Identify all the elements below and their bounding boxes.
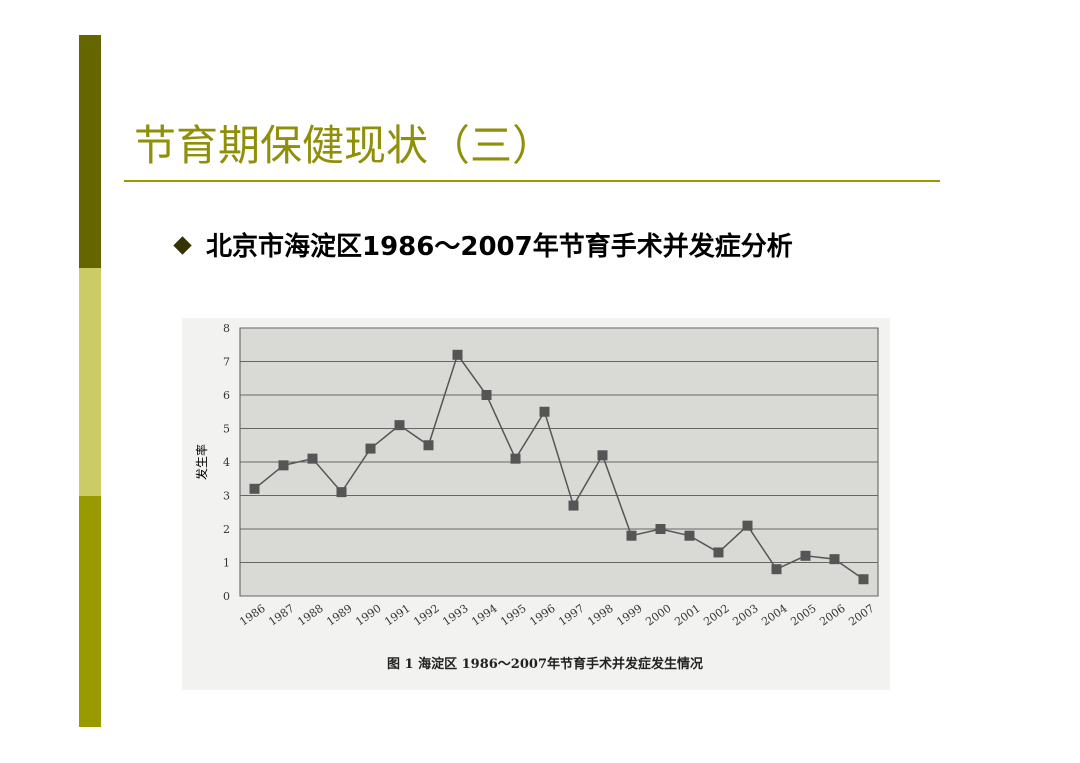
chart-caption: 图 1 海淀区 1986～2007年节育手术并发症发生情况 [387,656,703,672]
side-bar [79,496,101,727]
y-tick-label: 4 [223,456,230,469]
data-point [655,524,666,534]
data-point [626,530,637,541]
y-tick-label: 3 [223,490,230,503]
title-rule [124,180,940,182]
y-tick-label: 1 [223,557,230,570]
data-point [452,349,463,360]
slide-title: 节育期保健现状（三） [134,121,555,170]
y-tick-label: 5 [223,423,230,436]
data-point [365,443,376,454]
bullet-text: 北京市海淀区1986～2007年节育手术并发症分析 [206,232,793,262]
y-tick-label: 0 [223,590,230,603]
data-point [684,530,695,541]
data-point [510,453,521,464]
data-point [249,483,260,494]
data-point [307,453,318,464]
data-point [336,487,347,498]
data-point [597,450,608,461]
data-point [539,406,550,417]
side-bar [79,268,101,496]
y-axis-label: 发生率 [194,444,209,480]
data-line [254,353,864,580]
data-point [394,420,405,431]
data-point [771,564,782,575]
data-point [858,574,869,585]
data-point [742,520,753,531]
y-tick-label: 7 [223,356,230,369]
data-point [481,390,492,400]
y-tick-label: 6 [223,389,230,402]
data-point [423,440,434,451]
data-point [800,550,811,561]
data-point [278,460,289,471]
side-bar [79,35,101,268]
y-tick-label: 8 [223,322,230,335]
data-point [713,547,724,558]
y-tick-label: 2 [223,523,230,536]
data-point [568,500,579,511]
data-point [829,554,840,565]
